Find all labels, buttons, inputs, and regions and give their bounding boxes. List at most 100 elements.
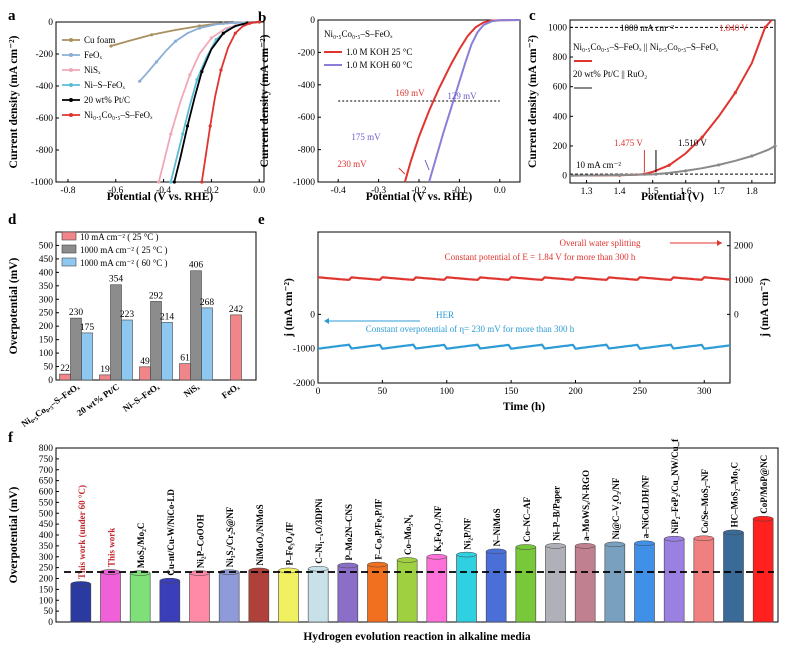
panel-b-annotation: 175 mV	[351, 132, 381, 142]
panel-f-bar	[159, 580, 181, 623]
y-tick-label: 400	[39, 268, 54, 278]
panel-a-series-line-1	[139, 21, 260, 82]
panel-b-annotation: 169 mV	[395, 88, 425, 98]
panel-f-category-label: HC–MoS₂–Mo₂C	[730, 462, 740, 527]
panel-d-bar-label: 268	[200, 298, 215, 308]
panel-c-annotation: 10 mA cm⁻²	[576, 160, 621, 170]
panel-letter-c: c	[529, 8, 536, 24]
panel-e-plot-frame	[317, 231, 731, 384]
panel-a-marker	[219, 68, 223, 72]
panel-a-marker	[200, 70, 204, 74]
panel-f-category-label: Ni₃S₂/Cr₂S@NF	[225, 506, 235, 567]
y-tick-label: -2000	[293, 379, 315, 389]
panel-f-bar-cap	[456, 551, 477, 558]
panel-b-arrow	[398, 167, 406, 175]
panel-d-bar	[201, 307, 213, 381]
panel-a-legend-marker	[69, 113, 73, 117]
panel-f-bar	[129, 572, 151, 623]
panel-f-category-label: This work (under 60 °C)	[77, 485, 87, 579]
panel-b-annotation: 129 mV	[447, 91, 477, 101]
panel-c-annotation: 1.475 V	[614, 138, 643, 148]
panel-a-series-line-4	[173, 21, 260, 183]
panel-d-category-label: NiSₓ	[182, 381, 202, 399]
panel-f-bar-cap	[426, 554, 448, 560]
panel-d-bar	[190, 270, 202, 381]
panel-f-bar-cap	[367, 561, 388, 568]
panel-c-marker	[700, 135, 704, 139]
x-tick-label: -0.2	[411, 186, 426, 196]
panel-f-bar	[723, 532, 744, 623]
panel-f-bar	[189, 572, 210, 623]
x-tick-label: -0.2	[204, 186, 219, 196]
panel-d-bar	[161, 322, 173, 381]
panel-c-marker	[617, 173, 622, 177]
panel-d-legend-label: 1000 mA cm⁻² ( 60 °C )	[80, 258, 168, 268]
panel-a-marker	[109, 44, 113, 48]
panel-a-marker	[188, 73, 192, 77]
y-tick-label: -400	[36, 82, 54, 92]
panel-f-category-label: CoP/MoP@NC	[759, 455, 769, 514]
panel-c-annotation: 1000 mA cm⁻²	[620, 23, 674, 33]
panel-f-bar	[396, 559, 418, 623]
y-tick-label: 200	[553, 142, 568, 152]
panel-b-annotation: 230 mV	[337, 159, 367, 169]
y-tick-label: 0	[734, 310, 739, 320]
panel-f-category-label: Cu-nt/Cu-W/NiCo-LD	[166, 489, 176, 576]
y-tick-label: 200	[39, 322, 54, 332]
panel-f-bar-cap	[663, 535, 685, 542]
panel-a-y-axis-label: Current density (mA cm⁻²)	[8, 35, 20, 168]
panel-f-bar	[218, 571, 240, 623]
panel-f-bar-cap	[337, 562, 359, 569]
panel-a-legend-marker	[69, 68, 73, 72]
y-tick-label: 250	[39, 564, 54, 574]
panel-f-category-label: NiP₂–FeP₂/Cu_NW/Cu_f	[670, 438, 680, 534]
panel-f-bar-cap	[159, 577, 181, 584]
panel-a-legend-label: NiSₓ	[84, 65, 101, 75]
panel-f-bar	[515, 546, 537, 623]
panel-f-category-label: Ni@C–V₂O₃/NF	[611, 477, 621, 539]
y-tick-label: 150	[39, 336, 54, 346]
panel-a-legend-marker	[69, 83, 73, 87]
panel-a-x-axis-label: Potential (V vs. RHE)	[107, 191, 214, 203]
x-tick-label: 1.8	[746, 187, 758, 197]
y-tick-label: 1000	[734, 276, 753, 286]
panel-f-bar	[426, 556, 448, 623]
y-tick-label: -200	[298, 48, 316, 58]
panel-f-bar-cap	[189, 570, 210, 576]
panel-f-bar	[663, 538, 685, 623]
y-tick-label: 0	[310, 310, 315, 320]
panel-f-bar	[752, 518, 774, 623]
y-tick-label: 500	[39, 241, 54, 251]
y-tick-label: 200	[39, 575, 54, 585]
panel-f-category-label: NiMoOₓ/NiMoS	[255, 504, 265, 565]
panel-a-legend-label: Ni₀.₅Co₀.₅–S–FeOₓ	[84, 110, 153, 120]
y-tick-label: 800	[553, 53, 568, 63]
panel-e-arrow-head	[717, 240, 722, 246]
x-tick-label: 100	[440, 387, 455, 397]
panel-f-bar	[574, 545, 596, 623]
panel-letter-d: d	[8, 212, 17, 228]
panel-d-bar	[99, 374, 111, 381]
panel-e-arrow-head	[324, 318, 329, 324]
x-tick-label: 1.7	[713, 187, 725, 197]
x-tick-label: 0	[316, 387, 321, 397]
panel-a-legend-marker	[69, 98, 73, 102]
panel-a-marker	[195, 78, 199, 82]
panel-d-bar	[230, 314, 242, 381]
y-tick-label: 800	[39, 444, 54, 454]
panel-f-category-label: a–MoWSₓ/N-RGO	[581, 470, 591, 541]
panel-f-bar-cap	[693, 535, 715, 542]
x-tick-label: 200	[568, 387, 583, 397]
panel-e-annotation: Constant overpotential of η= 230 mV for …	[366, 324, 575, 334]
y-tick-label: 450	[39, 520, 54, 530]
panel-b-legend-label: 1.0 M KOH 25 °C	[346, 47, 412, 57]
panel-a-marker	[200, 180, 204, 184]
panel-a-legend-label: Ni–S–FeOₓ	[84, 80, 126, 90]
panel-b-series-line-1	[428, 19, 521, 183]
panel-f-category-label: P–Fe₃O₄/IF	[285, 522, 295, 566]
panel-d-bar-label: 354	[109, 275, 124, 285]
panel-a-legend-marker	[69, 53, 73, 57]
panel-f-bar	[604, 544, 626, 623]
panel-d-category-label: 20 wt% Pt/C	[75, 381, 121, 418]
panel-f-bar-cap	[752, 515, 774, 522]
